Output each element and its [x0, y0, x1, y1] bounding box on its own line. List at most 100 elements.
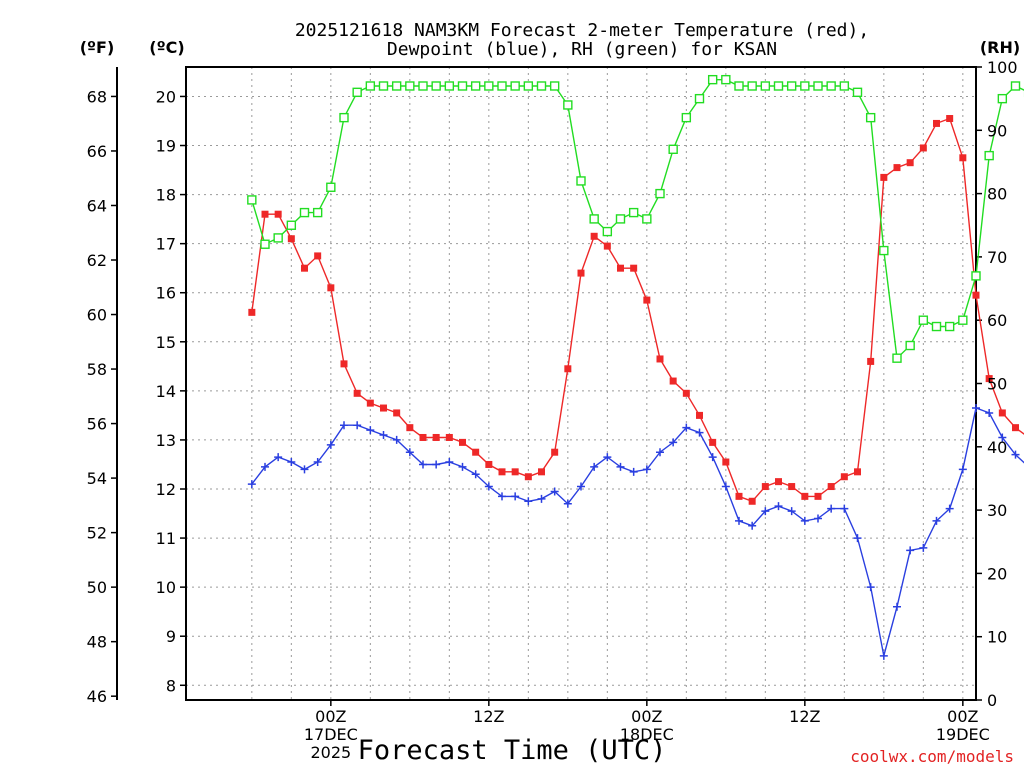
celsius-tick-label: 18 [156, 186, 176, 205]
temperature-point [340, 360, 348, 368]
rh-point [721, 74, 731, 85]
temperature-point [840, 473, 848, 481]
temperature-point [709, 438, 717, 446]
fahrenheit-tick-label: 66 [87, 142, 107, 161]
dewpoint-series-line [251, 407, 1024, 656]
rh-point [431, 81, 441, 91]
temperature-point [998, 409, 1006, 417]
fahrenheit-tick-label: 54 [87, 469, 107, 488]
rh-point [615, 214, 626, 224]
temperature-point [656, 355, 664, 363]
rh-point [260, 239, 270, 249]
x-tick-label: 18DEC [620, 725, 674, 744]
temperature-point [946, 115, 954, 123]
rh-point [549, 81, 560, 91]
dewpoint-point [787, 507, 796, 516]
temperature-point [380, 404, 387, 412]
fahrenheit-tick-label: 48 [87, 633, 107, 652]
rh-point [312, 207, 323, 218]
x-axis-title: Forecast Time (UTC) [358, 735, 667, 766]
dewpoint-point [800, 516, 809, 525]
temperature-point [445, 433, 453, 441]
dewpoint-point [353, 421, 362, 430]
axes [111, 66, 982, 706]
dewpoint-point [577, 482, 585, 491]
rh-point [971, 271, 981, 281]
dewpoint-point [458, 462, 467, 471]
dewpoint-point [405, 448, 414, 457]
axis-label-rh: (RH) [980, 38, 1020, 57]
rh-tick-label: 80 [987, 185, 1007, 204]
rh-point [694, 93, 705, 104]
temperature-point [867, 357, 875, 365]
rh-tick-label: 40 [987, 438, 1007, 457]
labels-layer: 2025121618 NAM3KM Forecast 2-meter Tempe… [80, 20, 1020, 766]
dewpoint-point [972, 404, 980, 413]
dewpoint-point [893, 602, 901, 611]
rh-point [352, 87, 362, 98]
rh-tick-label: 0 [987, 691, 997, 710]
rh-point [773, 81, 784, 91]
celsius-tick-label: 13 [156, 431, 176, 450]
dewpoint-point [958, 465, 967, 474]
temperature-point [406, 424, 414, 432]
x-tick-label: 00Z [947, 707, 978, 726]
temperature-point [301, 264, 308, 272]
dewpoint-point [340, 421, 348, 430]
rh-tick-label: 50 [987, 375, 1007, 394]
dewpoint-point [853, 534, 862, 543]
rh-point [642, 214, 652, 224]
rh-point [457, 81, 468, 91]
temperature-point [287, 235, 295, 243]
dewpoint-point [735, 516, 743, 525]
rh-point [681, 112, 692, 123]
x-tick-label: 12Z [473, 707, 504, 726]
temperature-point [393, 409, 401, 417]
rh-point [484, 81, 494, 91]
dewpoint-point [998, 433, 1007, 442]
temperature-point [617, 264, 624, 272]
dewpoint-point [313, 458, 322, 467]
rh-point [286, 220, 297, 230]
rh-point [958, 315, 968, 325]
celsius-tick-label: 12 [156, 480, 176, 499]
temperature-point [314, 252, 322, 260]
rh-point [747, 81, 757, 91]
temperature-point [459, 438, 466, 446]
rh-tick-label: 10 [987, 628, 1007, 647]
temperature-point [854, 468, 861, 476]
rh-point [918, 315, 929, 325]
temperature-point [551, 448, 559, 456]
temperature-point [643, 296, 651, 304]
temperature-point [801, 492, 809, 500]
temperature-point [682, 389, 690, 397]
rh-point [839, 81, 850, 91]
celsius-tick-label: 17 [156, 235, 176, 254]
fahrenheit-tick-label: 56 [87, 415, 107, 434]
axis-label-celsius: (ºC) [149, 38, 184, 57]
celsius-tick-label: 8 [166, 676, 176, 695]
temperature-point [564, 365, 572, 373]
temperature-point [761, 483, 769, 491]
rh-point [800, 81, 810, 91]
rh-point [997, 93, 1008, 104]
fahrenheit-tick-label: 58 [87, 360, 107, 379]
rh-point [826, 81, 836, 91]
rh-point [523, 81, 534, 91]
rh-tick-label: 90 [987, 121, 1007, 140]
temperature-point [880, 173, 888, 181]
dewpoint-point [708, 453, 717, 462]
fahrenheit-tick-label: 50 [87, 578, 107, 597]
rh-point [273, 233, 283, 243]
rh-point [602, 226, 613, 237]
rh-point [470, 81, 481, 91]
x-tick-label: 17DEC [304, 725, 358, 744]
dewpoint-point [985, 408, 994, 417]
temperature-point [985, 375, 993, 383]
temperature-point [590, 232, 598, 240]
rh-point [879, 245, 889, 256]
dewpoint-point [366, 426, 375, 435]
dewpoint-point [445, 458, 454, 467]
